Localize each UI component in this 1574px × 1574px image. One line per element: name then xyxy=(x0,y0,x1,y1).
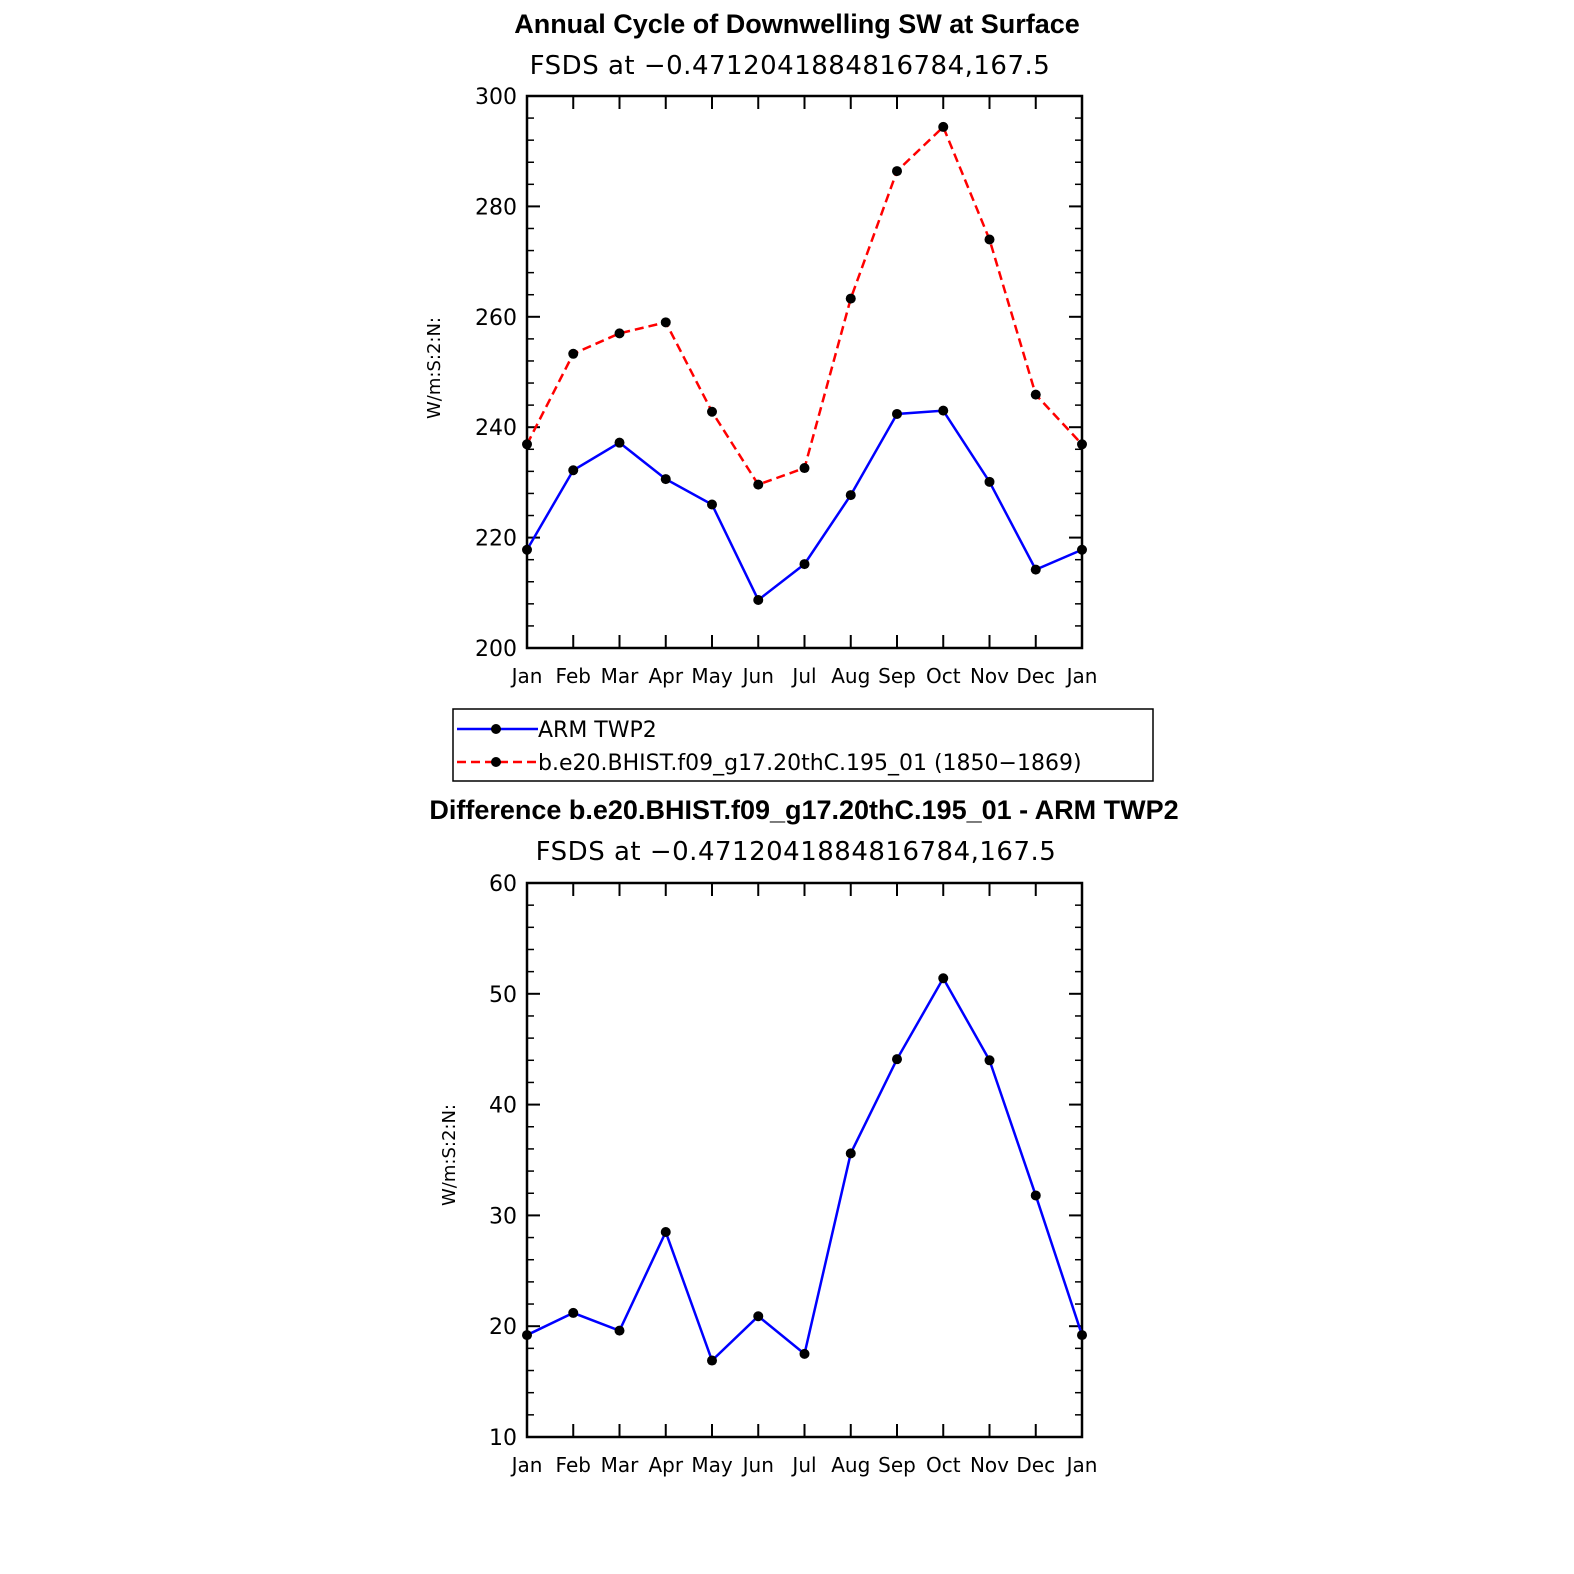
legend: ARM TWP2 b.e20.BHIST.f09_g17.20thC.195_0… xyxy=(452,708,1154,782)
y-tick-label: 280 xyxy=(475,195,517,220)
x-tick-label: Jan xyxy=(1065,664,1098,688)
y-tick-label: 240 xyxy=(475,416,517,441)
x-tick-label: Jan xyxy=(510,664,543,688)
series-0-point xyxy=(938,405,949,416)
legend-marker-model xyxy=(491,757,501,767)
series-1-point xyxy=(799,463,810,474)
difference-panel: Difference b.e20.BHIST.f09_g17.20thC.195… xyxy=(429,795,1178,1477)
series-0-point xyxy=(984,476,995,487)
x-tick-label: Oct xyxy=(926,664,961,688)
series-0-point xyxy=(892,1054,902,1065)
legend-label-arm-twp2: ARM TWP2 xyxy=(538,718,657,743)
x-tick-label: Jun xyxy=(741,664,774,688)
series-1-point xyxy=(660,317,671,328)
x-tick-label: Apr xyxy=(648,1453,683,1477)
panel-title: Annual Cycle of Downwelling SW at Surfac… xyxy=(514,9,1080,39)
x-tick-label: Jun xyxy=(741,1453,774,1477)
legend-box xyxy=(452,708,1154,782)
series-0-point xyxy=(522,1330,532,1341)
panel-subtitle: FSDS at −0.4712041884816784,167.5 xyxy=(536,837,1057,867)
series-1-point xyxy=(522,439,532,450)
panel-subtitle: FSDS at −0.4712041884816784,167.5 xyxy=(530,51,1051,81)
series-1-point xyxy=(568,348,579,359)
x-tick-label: Oct xyxy=(926,1453,961,1477)
y-tick-label: 50 xyxy=(489,983,517,1008)
x-tick-label: Feb xyxy=(556,1453,591,1477)
x-tick-label: Aug xyxy=(831,664,870,688)
series-0-point xyxy=(753,1311,764,1322)
series-1-point xyxy=(892,166,902,177)
series-0-point xyxy=(845,490,856,501)
y-tick-label: 30 xyxy=(489,1204,517,1229)
x-tick-label: Sep xyxy=(878,664,916,688)
series-0-point xyxy=(568,1307,579,1318)
y-tick-label: 40 xyxy=(489,1094,517,1119)
x-tick-label: Jul xyxy=(790,1453,816,1477)
series-1-point xyxy=(984,234,995,245)
series-line-0 xyxy=(526,975,1084,1363)
y-tick-label: 20 xyxy=(489,1315,517,1340)
panel-title: Difference b.e20.BHIST.f09_g17.20thC.195… xyxy=(429,795,1178,825)
series-0-point xyxy=(753,594,764,605)
series-1-point xyxy=(1030,389,1041,400)
y-tick-label: 260 xyxy=(475,306,517,331)
series-0-point xyxy=(660,1227,671,1238)
series-0-point xyxy=(799,559,810,570)
series-0-point xyxy=(1030,564,1041,575)
legend-label-model: b.e20.BHIST.f09_g17.20thC.195_01 (1850−1… xyxy=(538,751,1082,776)
series-0-point xyxy=(614,1325,625,1336)
series-0-point xyxy=(614,437,625,448)
series-1-point xyxy=(707,406,717,417)
x-tick-label: Mar xyxy=(601,664,640,688)
x-tick-label: Aug xyxy=(831,1453,870,1477)
x-tick-label: Nov xyxy=(970,664,1009,688)
series-1-point xyxy=(938,121,949,132)
series-0-point xyxy=(938,973,949,984)
x-tick-label: Jan xyxy=(1065,1453,1098,1477)
x-tick-label: May xyxy=(691,1453,733,1477)
y-tick-label: 200 xyxy=(475,637,517,662)
series-0-point xyxy=(845,1148,856,1159)
x-tick-label: Jul xyxy=(790,664,816,688)
series-line-0 xyxy=(525,409,1083,602)
series-0-point xyxy=(568,465,579,476)
series-0-point xyxy=(1077,544,1087,555)
x-tick-label: Dec xyxy=(1016,1453,1055,1477)
x-tick-label: Sep xyxy=(878,1453,916,1477)
series-0-point xyxy=(707,499,717,510)
series-0-point xyxy=(707,1355,717,1366)
y-tick-label: 220 xyxy=(475,527,517,552)
y-axis-label: W/m:S:2:N: xyxy=(424,317,445,419)
series-0-point xyxy=(892,408,902,419)
series-1-point xyxy=(753,479,764,490)
y-tick-label: 300 xyxy=(475,85,517,110)
y-axis-label: W/m:S:2:N: xyxy=(439,1104,460,1206)
x-tick-label: Dec xyxy=(1016,664,1055,688)
x-tick-label: Feb xyxy=(556,664,591,688)
series-0-point xyxy=(522,544,532,555)
series-1-point xyxy=(1077,439,1087,450)
series-0-point xyxy=(799,1348,810,1359)
legend-marker-arm-twp2 xyxy=(491,724,501,734)
series-0-point xyxy=(984,1055,995,1066)
x-tick-label: Mar xyxy=(601,1453,640,1477)
series-1-point xyxy=(845,293,856,304)
annual-cycle-panel: Annual Cycle of Downwelling SW at Surfac… xyxy=(424,9,1097,688)
x-tick-label: Jan xyxy=(510,1453,543,1477)
series-line-1 xyxy=(525,124,1083,487)
x-tick-label: May xyxy=(691,664,733,688)
series-0-point xyxy=(1030,1190,1041,1201)
series-1-point xyxy=(614,328,625,339)
series-0-point xyxy=(660,474,671,485)
x-tick-label: Apr xyxy=(648,664,683,688)
series-0-point xyxy=(1077,1330,1087,1341)
y-tick-label: 60 xyxy=(489,872,517,897)
x-tick-label: Nov xyxy=(970,1453,1009,1477)
y-tick-label: 10 xyxy=(489,1426,517,1451)
